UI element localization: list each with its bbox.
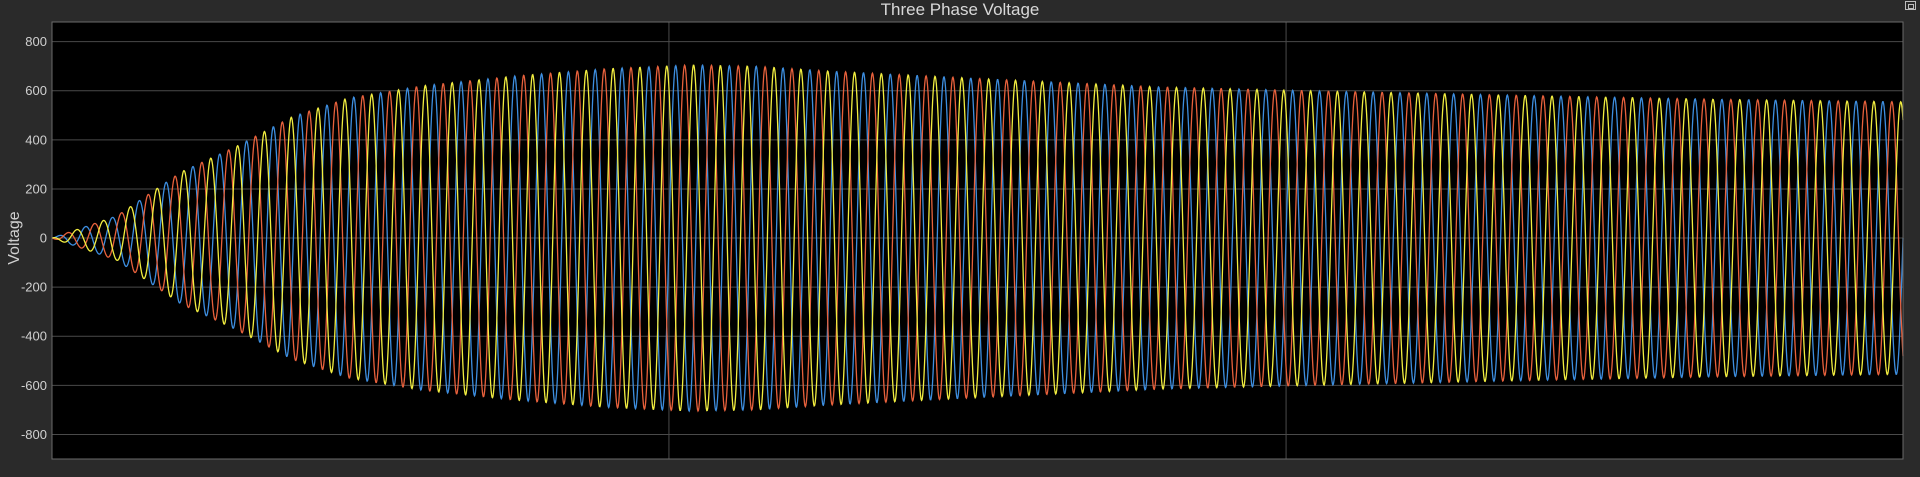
y-tick-label: 800 bbox=[25, 34, 47, 49]
y-ticks: -800 -600 -400 -200 0 200 400 600 800 bbox=[21, 34, 47, 442]
plot-border bbox=[51, 21, 1904, 460]
y-tick-label: 400 bbox=[25, 132, 47, 147]
y-axis-label: Voltage bbox=[6, 211, 23, 264]
y-tick-label: -800 bbox=[21, 427, 47, 442]
y-tick-label: -400 bbox=[21, 329, 47, 344]
series-group bbox=[51, 63, 1904, 413]
y-tick-label: 200 bbox=[25, 181, 47, 196]
series-line-1 bbox=[51, 63, 1904, 413]
y-tick-label: -600 bbox=[21, 378, 47, 393]
chart-title: Three Phase Voltage bbox=[880, 0, 1040, 19]
y-tick-label: 600 bbox=[25, 83, 47, 98]
restore-icon[interactable] bbox=[1905, 1, 1916, 10]
series-line-2 bbox=[51, 63, 1904, 413]
series-line-3 bbox=[51, 64, 1904, 412]
y-tick-label: -200 bbox=[21, 280, 47, 295]
y-tick-label: 0 bbox=[40, 231, 47, 246]
